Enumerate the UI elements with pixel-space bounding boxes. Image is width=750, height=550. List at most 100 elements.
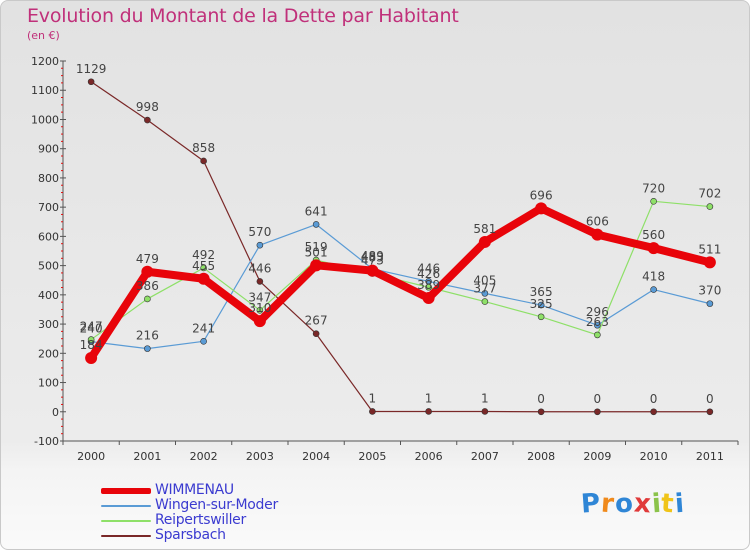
data-label: 310 <box>248 301 271 315</box>
legend-swatch <box>101 488 151 494</box>
data-label: 483 <box>361 251 384 265</box>
data-label: 720 <box>642 181 665 195</box>
y-tick-label: 700 <box>38 201 59 214</box>
data-point <box>200 157 207 165</box>
data-point <box>144 116 151 124</box>
data-label: 240 <box>80 322 103 336</box>
data-point <box>256 241 264 249</box>
x-tick-label: 2002 <box>190 450 218 463</box>
legend-label: Sparsbach <box>155 527 226 543</box>
x-tick-label: 2009 <box>583 450 611 463</box>
y-tick-label: 0 <box>52 406 59 419</box>
data-label: 216 <box>136 329 159 343</box>
data-label: 501 <box>305 245 328 259</box>
data-label: 405 <box>473 273 496 287</box>
data-label: 0 <box>594 392 602 406</box>
data-label: 641 <box>305 204 328 218</box>
data-point <box>594 321 601 329</box>
data-label: 560 <box>642 228 665 242</box>
y-tick-label: 800 <box>38 172 59 185</box>
data-point <box>594 408 601 416</box>
data-point <box>87 336 95 343</box>
data-point <box>537 301 545 309</box>
y-tick-label: 300 <box>38 318 59 331</box>
x-tick-label: 2007 <box>471 450 499 463</box>
data-label: 702 <box>698 187 721 201</box>
y-tick-label: 1200 <box>31 55 59 68</box>
series-line-wingen-sur-moder <box>90 223 711 350</box>
data-point <box>425 408 432 415</box>
data-point <box>144 295 151 303</box>
data-point <box>481 298 489 305</box>
data-point <box>647 242 660 255</box>
data-label: 377 <box>473 282 496 296</box>
y-tick-label: -100 <box>34 435 59 448</box>
data-point <box>256 278 264 285</box>
data-label: 263 <box>586 315 609 329</box>
chart-subtitle: (en €) <box>27 29 60 42</box>
data-point <box>87 78 95 86</box>
data-label: 347 <box>248 290 271 304</box>
data-label: 0 <box>650 392 658 406</box>
data-point <box>537 313 545 321</box>
data-label: 606 <box>586 215 609 229</box>
data-label: 386 <box>136 279 159 293</box>
data-point <box>481 408 489 415</box>
data-point <box>537 408 545 416</box>
x-tick-label: 2008 <box>527 450 555 463</box>
data-label: 1 <box>425 391 433 405</box>
x-tick-label: 2003 <box>246 450 274 463</box>
data-label: 581 <box>473 222 496 236</box>
series-line-wimmenau <box>87 204 714 362</box>
data-point <box>706 203 714 210</box>
data-point <box>197 272 210 285</box>
data-point <box>256 307 264 314</box>
data-label: 365 <box>530 285 553 299</box>
data-point <box>141 265 154 278</box>
series-line-reipertswiller <box>90 200 711 341</box>
data-label: 418 <box>642 270 665 284</box>
data-label: 370 <box>698 284 721 298</box>
legend-label: WIMMENAU <box>155 482 234 498</box>
legend-swatch <box>101 535 151 537</box>
data-point <box>369 408 376 415</box>
data-label: 184 <box>80 338 103 352</box>
y-tick-label: 500 <box>38 260 59 273</box>
y-tick-label: 600 <box>38 230 59 243</box>
data-point <box>594 331 601 339</box>
data-label: 570 <box>248 225 271 239</box>
data-point <box>310 259 323 272</box>
legend-swatch <box>101 520 151 522</box>
data-point <box>312 330 320 338</box>
x-tick-label: 2005 <box>358 450 386 463</box>
data-label: 446 <box>417 261 440 275</box>
x-tick-label: 2004 <box>302 450 330 463</box>
data-point <box>478 235 491 248</box>
data-label: 492 <box>192 248 215 262</box>
data-label: 511 <box>698 242 721 256</box>
data-point <box>650 198 657 205</box>
data-point <box>650 408 657 416</box>
data-point <box>253 315 266 328</box>
y-tick-label: 100 <box>38 377 59 390</box>
x-tick-label: 2010 <box>640 450 668 463</box>
data-point <box>425 283 432 291</box>
data-point <box>312 221 320 228</box>
data-point <box>200 338 207 345</box>
data-point <box>481 290 489 297</box>
data-label: 1129 <box>76 62 107 76</box>
x-tick-label: 2011 <box>696 450 724 463</box>
data-point <box>703 256 716 269</box>
data-point <box>144 345 151 352</box>
data-label: 519 <box>305 240 328 254</box>
data-label: 389 <box>417 278 440 292</box>
data-point <box>706 408 714 416</box>
data-point <box>650 286 657 293</box>
data-point <box>706 300 714 307</box>
data-point <box>591 228 604 241</box>
data-label: 296 <box>586 305 609 319</box>
data-label: 241 <box>192 321 215 335</box>
legend-label: Reipertswiller <box>155 512 246 528</box>
